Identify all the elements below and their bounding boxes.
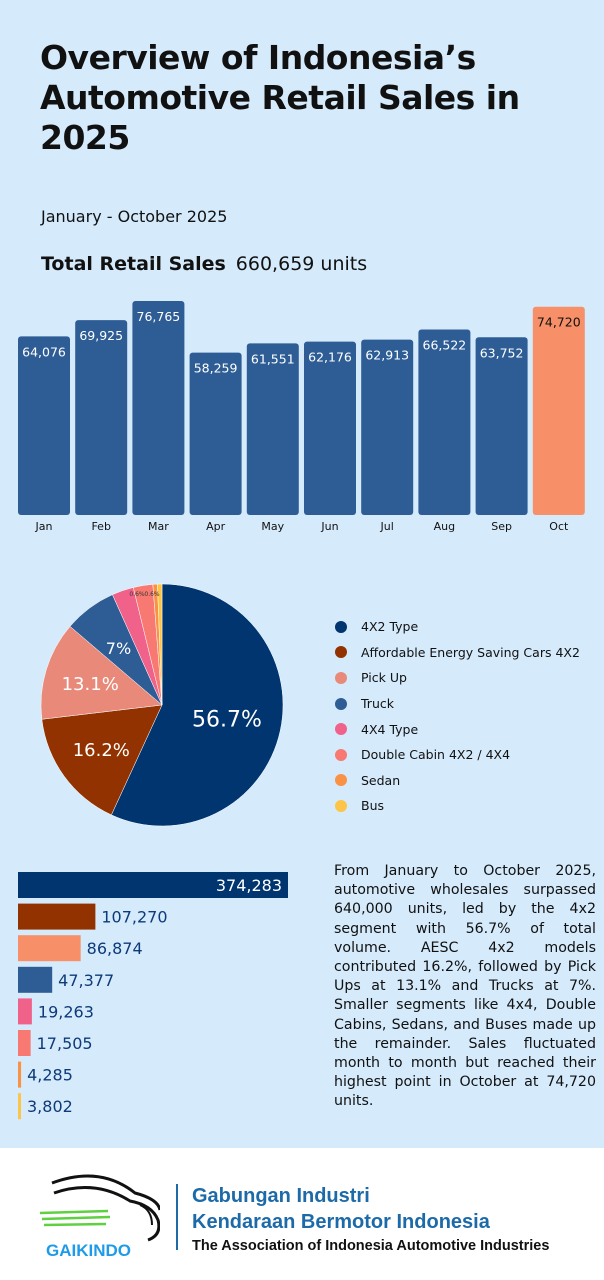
x-tick-label: Feb: [91, 520, 110, 533]
bar-value-label: 61,551: [251, 351, 295, 366]
period-subtitle: January - October 2025: [41, 207, 228, 226]
legend-label: 4X2 Type: [361, 619, 419, 635]
segment-units-bar-chart: 374,283 107,270 86,874 47,377 19,263 17,505 4,…: [18, 872, 288, 1120]
legend-item: Bus: [335, 793, 580, 819]
total-label: Total Retail Sales: [41, 253, 226, 275]
hbar-value-label: 4,285: [27, 1066, 73, 1085]
x-tick-label: May: [261, 520, 284, 533]
bar-mar: [132, 301, 185, 515]
legend-item: Sedan: [335, 768, 580, 794]
pie-slice-label: 0.6%: [144, 591, 160, 598]
pie-slice-label: 16.2%: [73, 740, 130, 761]
legend-label: Sedan: [361, 772, 401, 788]
legend-label: Affordable Energy Saving Cars 4X2: [361, 644, 580, 660]
hbar-value-label: 19,263: [38, 1002, 94, 1021]
legend-item: 4X4 Type: [335, 716, 580, 742]
hbar: [18, 935, 81, 962]
pie-slice: [157, 583, 163, 706]
x-tick-label: Jul: [380, 520, 394, 533]
x-tick-label: Jun: [320, 520, 338, 533]
legend-item: Affordable Energy Saving Cars 4X2: [335, 640, 580, 666]
pie-slice: [41, 704, 163, 816]
bar-may: [246, 343, 299, 515]
pie-legend: 4X2 Type Affordable Energy Saving Cars 4X…: [335, 614, 580, 819]
pie-slice: [40, 626, 163, 720]
org-name-line2: Kendaraan Bermotor Indonesia: [192, 1211, 490, 1233]
x-tick-label: Mar: [148, 520, 169, 533]
legend-item: Double Cabin 4X2 / 4X4: [335, 742, 580, 768]
pie-slice-label: 13.1%: [62, 674, 119, 695]
hbar: [18, 998, 32, 1025]
bar-jan: [18, 336, 70, 515]
legend-swatch-icon: [335, 774, 347, 787]
bar-value-label: 64,076: [22, 344, 66, 359]
legend-label: Pick Up: [361, 670, 407, 686]
hbar-value-label: 107,270: [101, 908, 167, 927]
legend-swatch-icon: [335, 799, 347, 812]
pie-slice-label: 7%: [106, 639, 131, 658]
segment-pie-chart: 56.7%16.2%13.1%7%2.9%2.6%0.6%0.6%: [40, 583, 284, 827]
x-tick-label: Aug: [434, 520, 455, 533]
legend-swatch-icon: [335, 697, 347, 710]
bar-feb: [75, 320, 128, 515]
hbar-value-label: 374,283: [216, 876, 282, 895]
bar-value-label: 69,925: [79, 328, 123, 343]
total-retail-sales: Total Retail Sales 660,659 units: [41, 253, 367, 275]
pie-slice: [111, 583, 284, 827]
monthly-sales-bar-chart: 64,076 Jan 69,925 Feb 76,765 Mar 58,259 Apr 61,5…: [18, 301, 585, 533]
bar-value-label: 66,522: [423, 338, 467, 353]
footer: [0, 1148, 604, 1280]
legend-item: Pick Up: [335, 665, 580, 691]
legend-item: 4X2 Type: [335, 614, 580, 640]
hbar: [18, 1061, 22, 1088]
legend-label: Bus: [361, 798, 385, 814]
pie-slice-label: 0.6%: [129, 591, 145, 598]
hbar: [18, 903, 96, 930]
legend-label: Truck: [361, 696, 394, 712]
org-name-line1: Gabungan Industri: [192, 1185, 370, 1207]
bar-jun: [304, 341, 356, 515]
footer-divider: [176, 1184, 178, 1250]
bar-value-label: 76,765: [137, 309, 181, 324]
legend-swatch-icon: [335, 671, 347, 684]
gaikindo-logo-icon: [40, 1174, 160, 1242]
x-tick-label: Jan: [35, 520, 53, 533]
legend-swatch-icon: [335, 723, 347, 736]
hbar-value-label: 47,377: [58, 971, 114, 990]
bar-apr: [189, 352, 242, 515]
x-tick-label: Apr: [206, 520, 226, 533]
hbar: [18, 1093, 21, 1120]
bar-sep: [475, 337, 528, 515]
hbar: [18, 1030, 31, 1056]
gaikindo-logo-text: GAIKINDO: [46, 1241, 131, 1260]
org-name-english: The Association of Indonesia Automotive …: [192, 1238, 550, 1254]
page-title: Overview of Indonesia’s Automotive Retai…: [40, 38, 520, 157]
summary-text: From January to October 2025, automotive…: [334, 863, 596, 1110]
bar-value-label: 74,720: [537, 315, 581, 330]
bar-jul: [361, 339, 414, 515]
bar-value-label: 62,176: [308, 350, 352, 365]
hbar-value-label: 17,505: [37, 1034, 93, 1053]
legend-swatch-icon: [335, 620, 347, 633]
bar-value-label: 63,752: [480, 345, 524, 360]
legend-item: Truck: [335, 691, 580, 717]
hbar: [18, 966, 53, 993]
legend-swatch-icon: [335, 748, 347, 761]
bar-value-label: 58,259: [194, 361, 238, 376]
bar-oct: [532, 306, 585, 515]
x-tick-label: Sep: [491, 520, 512, 533]
total-value: 660,659 units: [235, 253, 368, 275]
pie-slice-label: 56.7%: [192, 707, 262, 732]
hbar: [18, 872, 288, 898]
legend-swatch-icon: [335, 646, 347, 659]
legend-label: 4X4 Type: [361, 721, 419, 737]
hbar-value-label: 3,802: [27, 1097, 73, 1116]
hbar-value-label: 86,874: [87, 939, 143, 958]
bar-value-label: 62,913: [365, 348, 409, 363]
bar-aug: [418, 329, 471, 515]
x-tick-label: Oct: [549, 520, 569, 533]
legend-label: Double Cabin 4X2 / 4X4: [361, 747, 511, 763]
